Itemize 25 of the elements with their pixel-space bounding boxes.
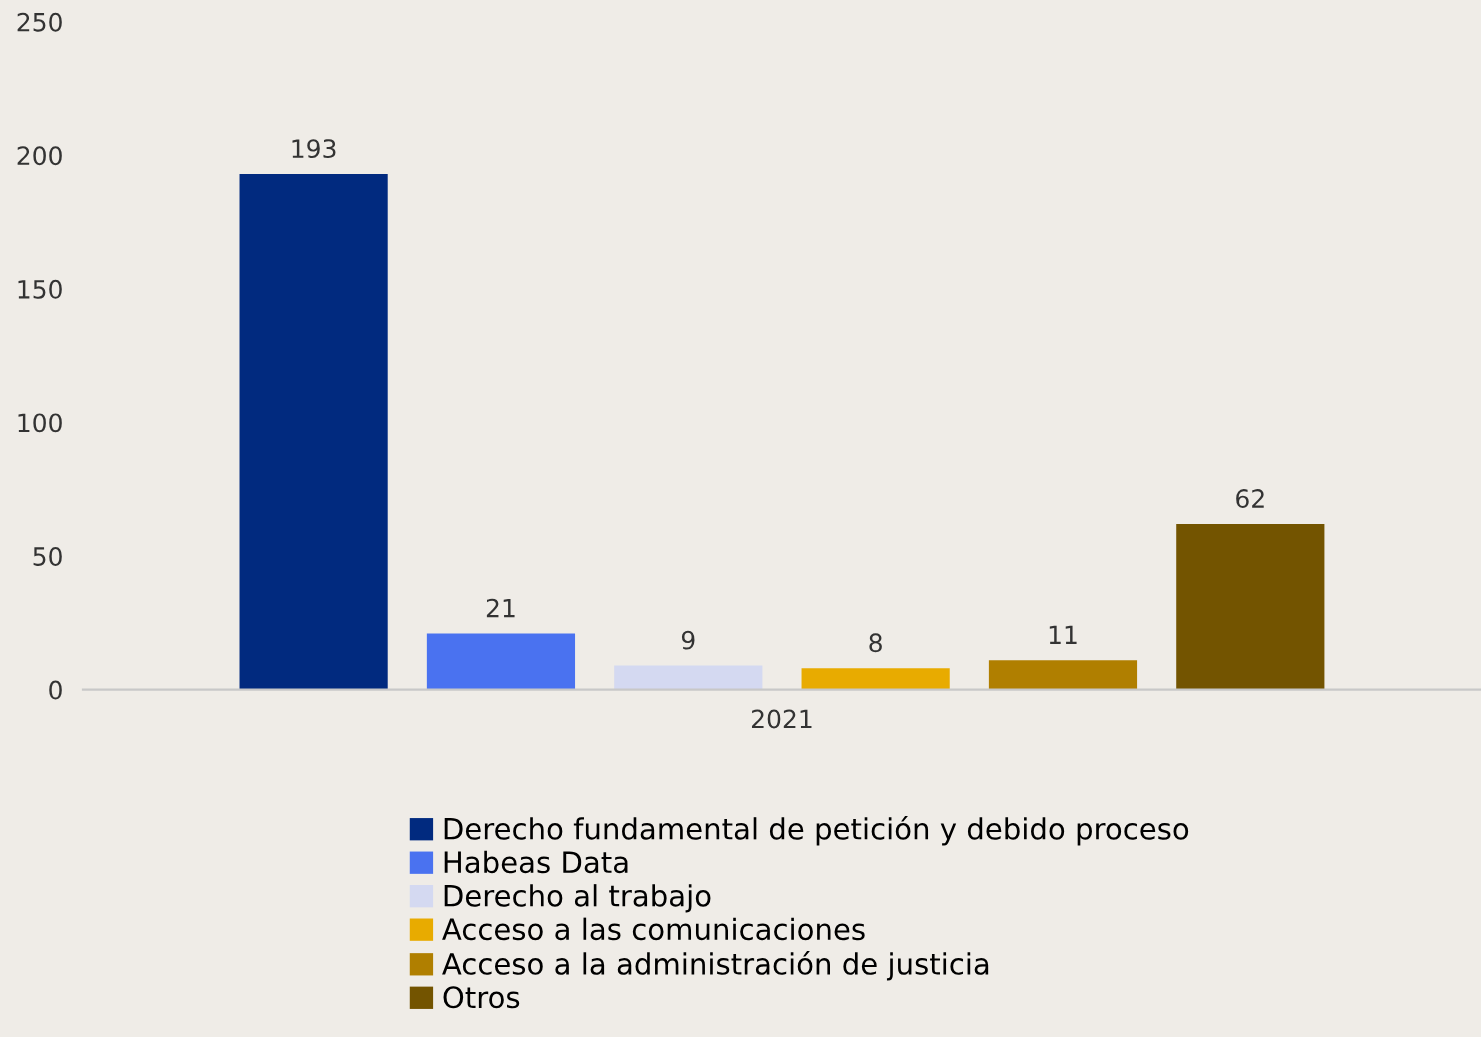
y-tick-label: 150 xyxy=(18,279,62,299)
legend-label: Derecho fundamental de petición y debido proceso xyxy=(444,816,1189,846)
bar xyxy=(988,660,1138,690)
bar xyxy=(426,633,576,690)
legend-label: Otros xyxy=(443,986,520,1009)
x-tick-label: 2021 xyxy=(751,709,812,729)
bar xyxy=(1176,523,1325,690)
y-tick-label: 50 xyxy=(33,546,62,566)
legend-label: Derecho al trabajo xyxy=(444,884,711,913)
legend-label: Acceso a la administración de justicia xyxy=(442,951,989,981)
y-tick-label: 200 xyxy=(17,146,62,166)
legend-label: Habeas Data xyxy=(444,850,628,874)
data-label: 193 xyxy=(292,139,336,159)
data-label: 11 xyxy=(1049,625,1077,644)
bar xyxy=(614,665,763,690)
data-label: 8 xyxy=(869,633,882,653)
bar xyxy=(239,174,388,690)
data-label: 9 xyxy=(681,630,695,650)
y-tick-label: 250 xyxy=(17,12,62,32)
data-label: 21 xyxy=(486,598,515,618)
y-tick-label: 100 xyxy=(18,413,62,433)
legend-label: Acceso a las comunicaciones xyxy=(442,917,865,941)
data-label: 62 xyxy=(1236,489,1264,509)
bar xyxy=(801,668,950,690)
y-tick-label: 0 xyxy=(49,680,62,700)
